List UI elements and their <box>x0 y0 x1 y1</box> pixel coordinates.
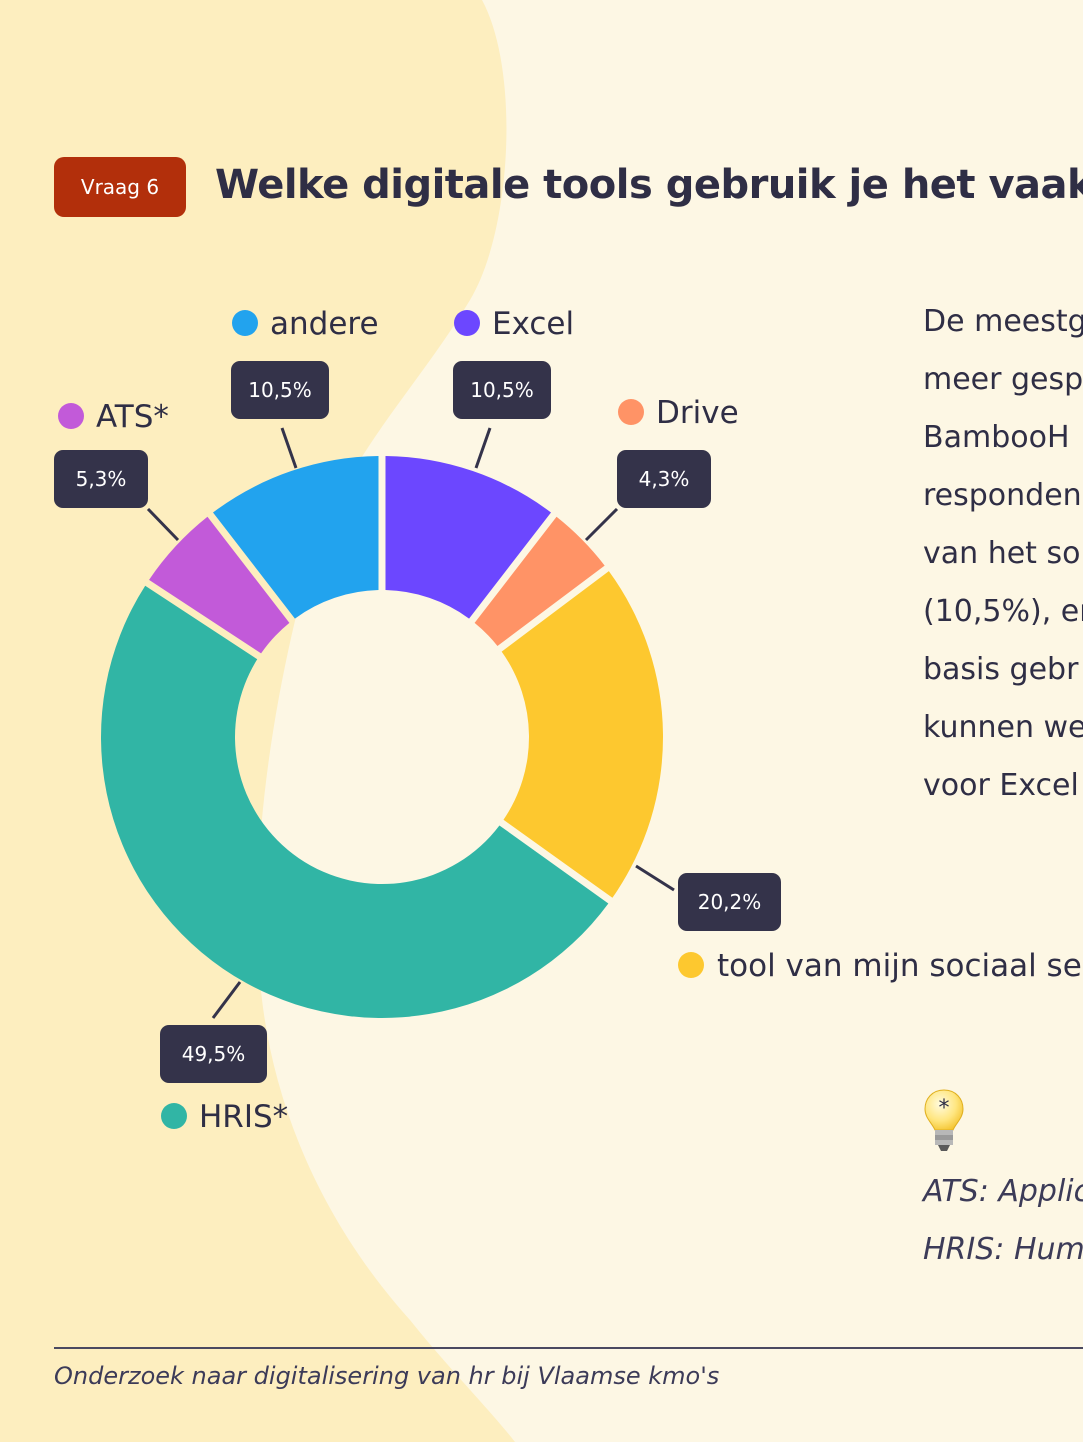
description-line: De meestg <box>923 304 1083 339</box>
legend-dot-ats- <box>58 403 84 429</box>
slice-drive <box>474 516 605 647</box>
value-box-drive <box>617 450 711 508</box>
slice-tool-van-mijn-sociaal-se <box>501 571 663 898</box>
leader-line-tool-van-mijn-sociaal-se <box>635 864 675 892</box>
lightbulb-icon: * <box>924 1089 964 1151</box>
leader-line-hris- <box>211 981 242 1019</box>
slice-hris- <box>101 585 609 1018</box>
footer-text: Onderzoek naar digitalisering van hr bij… <box>54 1362 720 1390</box>
description-text: De meestg meer gesp BambooH responden va… <box>923 293 1083 815</box>
description-line: kunnen we <box>923 710 1083 745</box>
leader-line-excel <box>474 427 492 469</box>
question-badge: Vraag 6 <box>54 157 186 217</box>
bulb-mark: * <box>939 1096 950 1121</box>
legend-label-excel: Excel <box>492 306 574 342</box>
value-label-drive: 4,3% <box>639 467 690 491</box>
footnotes: ATS: Applic HRIS: Huma <box>923 1163 1083 1279</box>
description-line: van het so <box>923 536 1081 571</box>
value-label-tool-van-mijn-sociaal-se: 20,2% <box>698 890 762 914</box>
value-label-ats-: 5,3% <box>76 467 127 491</box>
footnote-hris: HRIS: Huma <box>923 1232 1083 1267</box>
description-line: BambooH <box>923 420 1070 455</box>
leader-line-ats- <box>146 507 180 542</box>
value-box-andere <box>231 361 329 419</box>
value-label-andere: 10,5% <box>248 378 312 402</box>
legend-label-hris-: HRIS* <box>199 1099 288 1135</box>
value-label-excel: 10,5% <box>470 378 534 402</box>
leader-line-andere <box>280 427 298 469</box>
legend-dot-andere <box>232 310 258 336</box>
footer-divider <box>54 1347 1083 1349</box>
value-box-excel <box>453 361 551 419</box>
legend-label-andere: andere <box>270 306 379 342</box>
description-line: basis gebr <box>923 652 1079 687</box>
slice-excel <box>385 456 552 619</box>
value-box-ats- <box>54 450 148 508</box>
value-label-hris-: 49,5% <box>182 1042 246 1066</box>
description-line: voor Excel <box>923 768 1079 803</box>
leader-line-drive <box>584 507 619 542</box>
page-title: Welke digitale tools gebruik je het vaak… <box>215 162 1083 208</box>
legend-dot-hris- <box>161 1103 187 1129</box>
slice-andere <box>212 456 379 619</box>
legend-dot-tool-van-mijn-sociaal-se <box>678 952 704 978</box>
description-line: responden <box>923 478 1082 513</box>
value-box-tool-van-mijn-sociaal-se <box>678 873 781 931</box>
legend-label-tool-van-mijn-sociaal-se: tool van mijn sociaal se <box>717 948 1082 984</box>
legend-label-drive: Drive <box>656 395 739 431</box>
legend-dot-drive <box>618 399 644 425</box>
slice-ats- <box>149 516 290 654</box>
legend-label-ats-: ATS* <box>96 399 169 435</box>
description-line: (10,5%), en <box>923 594 1083 629</box>
description-line: meer gesp <box>923 362 1083 397</box>
footnote-ats: ATS: Applic <box>923 1174 1083 1209</box>
value-box-hris- <box>160 1025 267 1083</box>
legend-dot-excel <box>454 310 480 336</box>
